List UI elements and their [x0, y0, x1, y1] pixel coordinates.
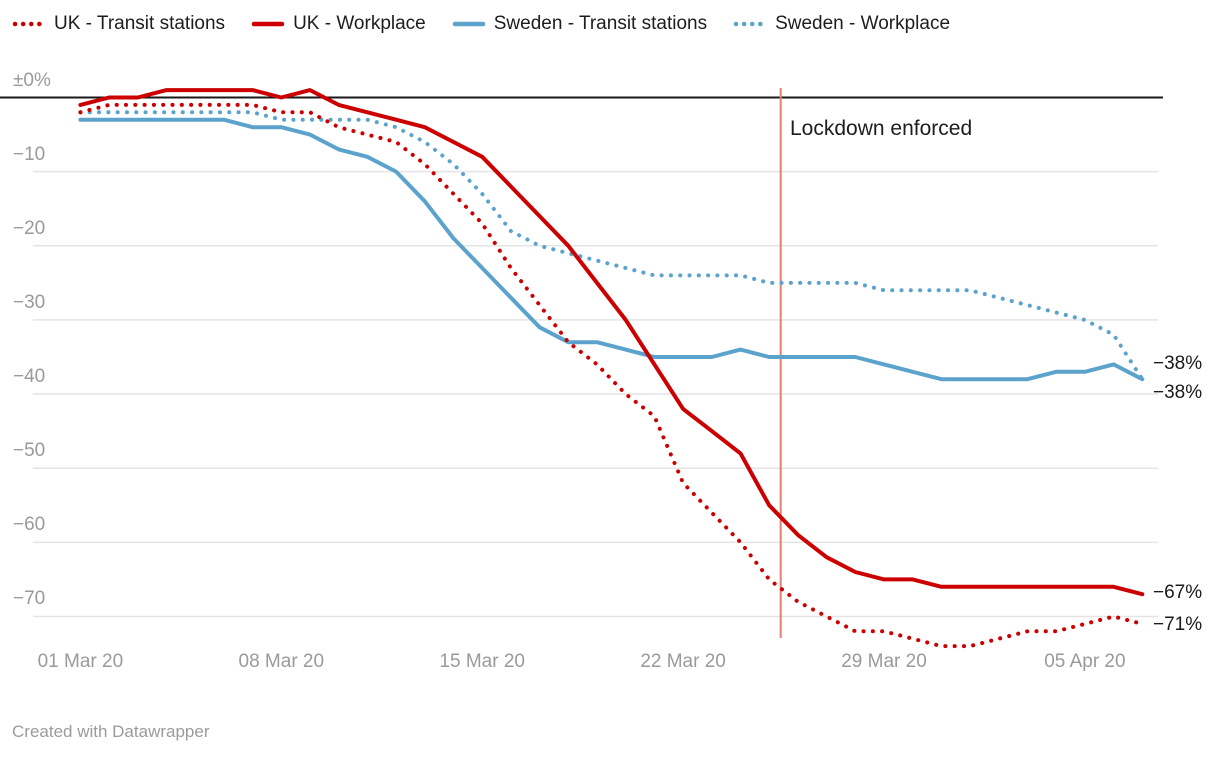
series-line-uk-transit-stations [78, 102, 1145, 649]
series-line-uk-workplace [78, 88, 1145, 597]
y-tick-label: −40 [13, 366, 46, 388]
y-tick-label: −20 [13, 217, 46, 239]
dotted-line-icon [733, 21, 767, 26]
legend-label: Sweden - Workplace [775, 13, 951, 34]
datawrapper-credit: Created with Datawrapper [12, 722, 210, 741]
y-tick-label: −60 [13, 514, 46, 536]
end-value-label-sweden-transit: −38% [1153, 382, 1203, 403]
series-line-sweden-workplace [78, 110, 1145, 382]
end-value-label-sweden-workplace: −38% [1153, 353, 1203, 374]
legend-item-uk-workplace: UK - Workplace [251, 14, 426, 33]
solid-line-icon [251, 21, 285, 26]
legend-label: Sweden - Transit stations [493, 13, 708, 34]
y-tick-label: ±0% [13, 69, 51, 91]
dotted-line-icon [12, 21, 46, 26]
legend-label: UK - Transit stations [54, 13, 226, 34]
x-tick-label: 01 Mar 20 [37, 651, 124, 672]
series-line-sweden-transit-stations [78, 117, 1145, 382]
x-tick-label: 15 Mar 20 [439, 651, 525, 672]
y-tick-label: −30 [13, 291, 46, 313]
legend-item-sweden-workplace: Sweden - Workplace [733, 14, 950, 33]
x-tick-label: 22 Mar 20 [640, 651, 726, 672]
solid-line-icon [452, 21, 485, 26]
legend-label: UK - Workplace [293, 13, 426, 34]
legend-item-sweden-transit: Sweden - Transit stations [452, 14, 707, 33]
legend-item-uk-transit: UK - Transit stations [12, 14, 225, 33]
x-tick-label: 08 Mar 20 [238, 651, 325, 672]
legend: UK - Transit stations UK - Workplace Swe… [12, 14, 950, 33]
end-value-label-uk-workplace: −67% [1153, 582, 1203, 603]
y-tick-label: −10 [13, 143, 46, 165]
lockdown-annotation-label: Lockdown enforced [790, 117, 973, 140]
y-tick-label: −70 [13, 588, 46, 610]
end-value-label-uk-transit: −71% [1153, 614, 1203, 635]
x-tick-label: 05 Apr 20 [1044, 651, 1126, 672]
y-tick-label: −50 [13, 440, 46, 462]
x-tick-label: 29 Mar 20 [841, 651, 927, 672]
